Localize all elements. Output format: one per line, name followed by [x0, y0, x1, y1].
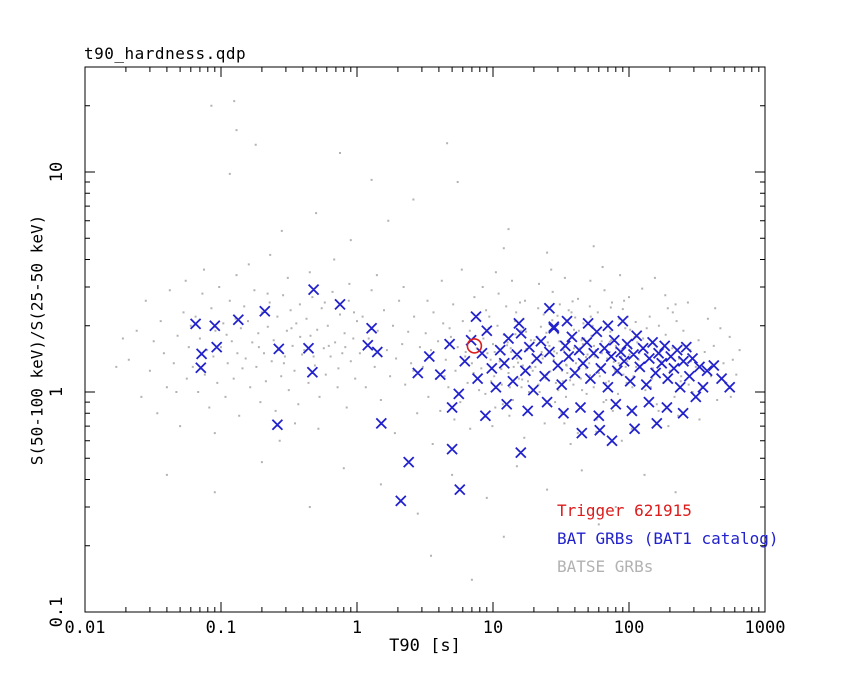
axis-ticks: [84, 67, 766, 613]
legend-entry-trigger: Trigger 621915: [557, 501, 692, 520]
y-tick-label-0.1: 0.1: [47, 597, 67, 628]
x-tick-label-1: 1: [352, 618, 362, 638]
series-bat-points: [189, 283, 736, 507]
x-axis-title: T90 [s]: [389, 636, 461, 656]
x-tick-label-100: 100: [614, 618, 645, 638]
x-tick-label-1000: 1000: [745, 618, 786, 638]
x-tick-label-0.1: 0.1: [206, 618, 237, 638]
x-tick-label-10: 10: [483, 618, 503, 638]
y-axis-title: S(50-100 keV)/S(25-50 keV): [27, 214, 47, 466]
legend-entry-bat-grbs: BAT GRBs (BAT1 catalog): [557, 529, 779, 548]
plot-frame: [84, 66, 766, 613]
y-tick-label-1: 1: [47, 387, 67, 397]
y-tick-label-10: 10: [47, 162, 67, 182]
trigger-marker: [466, 338, 483, 354]
x-tick-label-0.01: 0.01: [65, 618, 106, 638]
legend-entry-batse-grbs: BATSE GRBs: [557, 557, 654, 576]
plot-title: t90_hardness.qdp: [84, 44, 247, 63]
